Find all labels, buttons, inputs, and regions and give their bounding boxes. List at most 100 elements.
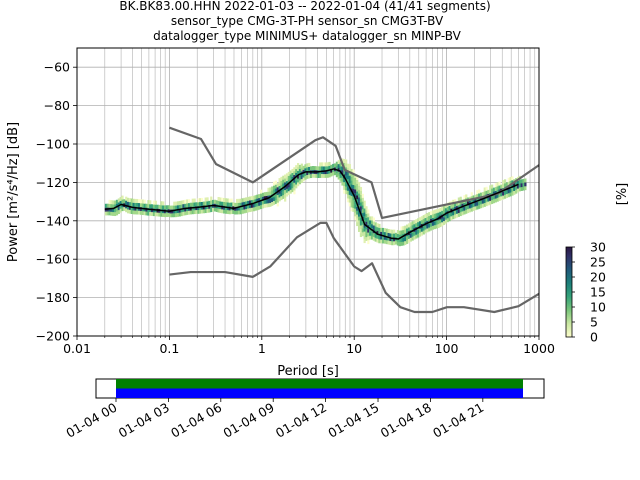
heatmap-cell bbox=[420, 231, 424, 236]
heatmap-cell bbox=[115, 199, 119, 204]
heatmap-cell bbox=[248, 208, 252, 213]
heatmap-cell bbox=[454, 210, 457, 215]
heatmap-cell bbox=[476, 201, 479, 206]
heatmap-cell bbox=[472, 195, 475, 200]
heatmap-cell bbox=[520, 179, 523, 184]
heatmap-cell bbox=[287, 179, 290, 184]
heatmap-cell bbox=[171, 213, 174, 218]
heatmap-cell bbox=[350, 180, 353, 185]
heatmap-cell bbox=[492, 187, 496, 192]
heatmap-cell bbox=[502, 180, 505, 185]
heatmap-cell bbox=[398, 242, 401, 247]
heatmap-cell bbox=[210, 200, 213, 205]
heatmap-cell bbox=[287, 187, 290, 192]
heatmap-cell bbox=[293, 174, 296, 179]
heatmap-cell bbox=[158, 204, 161, 209]
heatmap-cell bbox=[513, 183, 516, 188]
heatmap-cell bbox=[184, 207, 187, 212]
heatmap-cell bbox=[418, 232, 422, 237]
heatmap-cell bbox=[356, 222, 359, 227]
heatmap-cell bbox=[247, 196, 250, 201]
heatmap-cell bbox=[359, 229, 363, 234]
heatmap-cell bbox=[348, 190, 351, 195]
heatmap-cell bbox=[317, 166, 320, 171]
heatmap-cell bbox=[468, 200, 472, 205]
heatmap-cell bbox=[420, 227, 424, 232]
heatmap-cell bbox=[324, 170, 327, 175]
y-tick-label: −60 bbox=[44, 60, 70, 75]
heatmap-cell bbox=[289, 170, 292, 175]
colorbar-tick-label: 25 bbox=[590, 255, 606, 270]
heatmap-cell bbox=[254, 199, 257, 204]
heatmap-cell bbox=[450, 212, 453, 217]
heatmap-cell bbox=[376, 223, 379, 228]
heatmap-cell bbox=[284, 178, 287, 183]
heatmap-cell bbox=[247, 200, 250, 205]
heatmap-cell bbox=[248, 200, 252, 205]
heatmap-cell bbox=[415, 234, 418, 239]
heatmap-cell bbox=[402, 241, 405, 246]
heatmap-cell bbox=[115, 207, 119, 212]
heatmap-cell bbox=[289, 189, 292, 194]
heatmap-cell bbox=[385, 240, 388, 245]
heatmap-cell bbox=[524, 178, 527, 183]
heatmap-cell bbox=[370, 216, 374, 221]
heatmap-cell bbox=[511, 187, 514, 192]
availability-bar bbox=[116, 379, 523, 389]
heatmap-cell bbox=[330, 164, 333, 169]
heatmap-cell bbox=[359, 202, 363, 207]
heatmap-cell bbox=[219, 208, 222, 213]
heatmap-cell bbox=[261, 192, 265, 197]
heatmap-cell bbox=[481, 192, 485, 197]
heatmap-cell bbox=[132, 198, 135, 203]
heatmap-cell bbox=[348, 175, 351, 180]
heatmap-cell bbox=[465, 205, 468, 210]
heatmap-cell bbox=[457, 205, 460, 210]
heatmap-cell bbox=[494, 198, 497, 203]
heatmap-cell bbox=[400, 234, 403, 239]
heatmap-cell bbox=[345, 186, 348, 191]
heatmap-cell bbox=[110, 211, 113, 216]
heatmap-cell bbox=[356, 199, 359, 204]
heatmap-cell bbox=[487, 189, 490, 194]
heatmap-cell bbox=[505, 190, 509, 195]
heatmap-cell bbox=[448, 213, 451, 218]
heatmap-cell bbox=[418, 228, 422, 233]
heatmap-cell bbox=[346, 175, 350, 180]
heatmap-cell bbox=[199, 205, 202, 210]
heatmap-cell bbox=[417, 229, 420, 234]
heatmap-cell bbox=[128, 198, 132, 203]
heatmap-cell bbox=[165, 205, 168, 210]
heatmap-cell bbox=[154, 204, 157, 209]
heatmap-cell bbox=[291, 180, 294, 185]
heatmap-cell bbox=[426, 212, 429, 217]
heatmap-cell bbox=[467, 205, 470, 210]
heatmap-cell bbox=[428, 212, 431, 217]
heatmap-cell bbox=[494, 190, 497, 195]
heatmap-cell bbox=[293, 186, 296, 191]
heatmap-cell bbox=[396, 233, 399, 238]
heatmap-cell bbox=[350, 168, 353, 173]
heatmap-cell bbox=[112, 208, 115, 213]
heatmap-cell bbox=[348, 198, 351, 203]
heatmap-cell bbox=[308, 162, 311, 167]
heatmap-cell bbox=[511, 176, 514, 181]
heatmap-cell bbox=[374, 222, 377, 227]
heatmap-cell bbox=[507, 177, 510, 182]
heatmap-cell bbox=[271, 190, 274, 195]
heatmap-cell bbox=[357, 181, 361, 186]
heatmap-cell bbox=[295, 184, 298, 189]
heatmap-cell bbox=[448, 217, 451, 222]
heatmap-cell bbox=[182, 204, 185, 209]
heatmap-cell bbox=[346, 171, 350, 176]
heatmap-cell bbox=[483, 202, 486, 207]
colorbar-tick-label: 0 bbox=[590, 330, 598, 345]
heatmap-cell bbox=[509, 184, 512, 189]
heatmap-cell bbox=[289, 178, 292, 183]
heatmap-cell bbox=[363, 235, 366, 240]
heatmap-cell bbox=[520, 186, 523, 191]
heatmap-cell bbox=[382, 239, 385, 244]
heatmap-cell bbox=[417, 222, 420, 227]
heatmap-cell bbox=[354, 216, 357, 221]
heatmap-cell bbox=[272, 193, 276, 198]
